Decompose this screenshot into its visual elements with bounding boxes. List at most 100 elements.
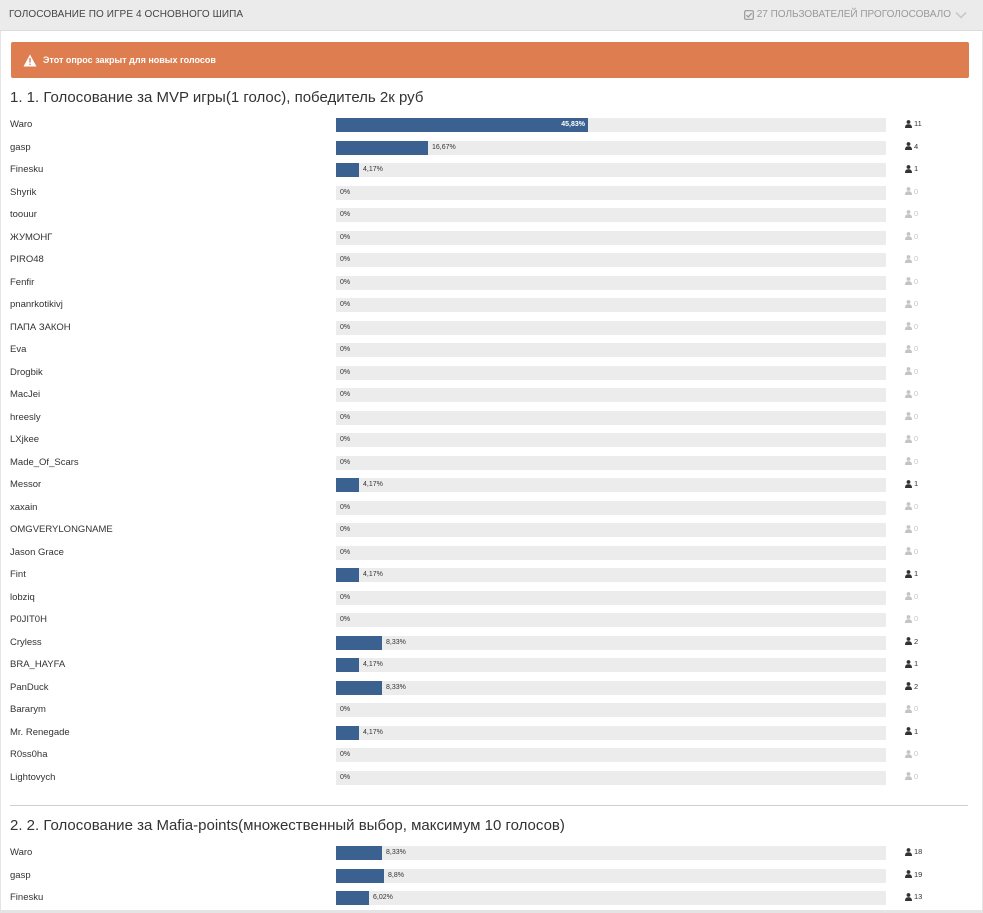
poll-option-row: Waro 8,33% 18 [0, 845, 983, 861]
option-votes[interactable]: 0 [905, 547, 918, 556]
option-votes[interactable]: 0 [905, 344, 918, 353]
option-bar-fill [336, 635, 382, 650]
option-votes[interactable]: 0 [905, 389, 918, 398]
check-square-icon [743, 9, 754, 20]
option-percent: 0% [340, 503, 351, 511]
option-percent: 0% [340, 616, 351, 623]
votes-count: 1 [914, 726, 919, 736]
option-bar-fill [336, 868, 384, 883]
option-bar-track: 4,17% [336, 478, 886, 492]
bottom-border [0, 910, 983, 913]
option-bar-fill [336, 478, 359, 492]
votes-count: 1 [914, 164, 919, 173]
option-name: xaxain [10, 501, 38, 513]
option-votes[interactable]: 4 [905, 142, 918, 151]
option-votes[interactable]: 1 [905, 164, 918, 173]
option-bar-track: 0% [336, 590, 886, 605]
option-votes[interactable]: 0 [905, 614, 918, 623]
votes-count: 0 [914, 591, 919, 601]
option-votes[interactable]: 0 [905, 412, 918, 421]
option-votes[interactable]: 1 [905, 479, 918, 488]
poll-option-row: PIRO48 0% 0 [0, 252, 983, 268]
option-votes[interactable]: 1 [905, 659, 918, 668]
user-icon [905, 434, 912, 443]
votes-count: 0 [914, 411, 919, 421]
option-votes[interactable]: 0 [905, 232, 918, 241]
poll-closed-alert: Этот опрос закрыт для новых голосов [11, 42, 969, 78]
poll-voters-toggle[interactable]: 27 ПОЛЬЗОВАТЕЛЕЙ ПРОГОЛОСОВАЛО [743, 9, 967, 20]
votes-count: 0 [914, 434, 919, 443]
option-percent: 0% [340, 413, 351, 421]
option-name: gasp [10, 869, 31, 881]
option-percent: 0% [340, 346, 351, 353]
poll-option-row: MacJei 0% 0 [0, 387, 983, 403]
option-bar-fill [336, 568, 359, 582]
option-votes[interactable]: 0 [905, 457, 918, 466]
user-icon [905, 682, 912, 690]
option-bar-track: 0% [336, 230, 886, 245]
user-icon [905, 187, 912, 195]
user-icon [905, 892, 912, 901]
option-percent: 8,33% [386, 683, 406, 691]
user-icon [905, 592, 912, 600]
option-name: OMGVERYLONGNAME [10, 524, 113, 535]
option-votes[interactable]: 0 [905, 277, 918, 286]
option-votes[interactable]: 1 [905, 569, 918, 578]
option-name: Jason Grace [10, 546, 64, 558]
option-bar-fill [336, 680, 382, 695]
poll-option-row: Fenfir 0% 0 [0, 275, 983, 291]
user-icon [905, 164, 912, 173]
option-votes[interactable]: 0 [905, 367, 918, 376]
option-votes[interactable]: 11 [905, 119, 922, 128]
poll-option-row: pnanrkotikivj 0% 0 [0, 297, 983, 313]
option-votes[interactable]: 0 [905, 434, 918, 443]
option-bar-fill [336, 118, 588, 132]
poll-option-row: Eva 0% 0 [0, 342, 983, 358]
option-name: gasp [10, 141, 31, 153]
option-votes[interactable]: 0 [905, 322, 918, 331]
option-name: ЖУМОНГ [10, 231, 53, 243]
option-name: Fint [10, 569, 26, 580]
option-bar-fill [336, 140, 428, 155]
option-name: Eva [10, 344, 27, 355]
option-votes[interactable]: 0 [905, 704, 918, 713]
option-votes[interactable]: 2 [905, 637, 918, 646]
option-percent: 0% [340, 301, 351, 308]
votes-count: 0 [914, 254, 919, 263]
user-icon [905, 119, 912, 128]
option-votes[interactable]: 0 [905, 209, 918, 218]
option-votes[interactable]: 2 [905, 682, 918, 691]
votes-count: 1 [914, 659, 919, 668]
option-votes[interactable]: 0 [905, 254, 918, 263]
option-name: toouur [10, 209, 37, 220]
user-icon [905, 457, 912, 465]
option-votes[interactable]: 0 [905, 592, 918, 601]
option-bar-track: 4,17% [336, 568, 886, 582]
option-votes[interactable]: 0 [905, 502, 918, 511]
option-name: Cryless [10, 636, 42, 648]
option-votes[interactable]: 0 [905, 524, 918, 533]
option-votes[interactable]: 0 [905, 299, 918, 308]
option-votes[interactable]: 1 [905, 727, 918, 736]
option-votes[interactable]: 13 [905, 892, 922, 901]
option-votes[interactable]: 0 [905, 749, 918, 758]
option-votes[interactable]: 0 [905, 187, 918, 196]
option-bar-track: 0% [336, 433, 886, 447]
option-percent: 0% [340, 233, 351, 241]
option-votes[interactable]: 19 [905, 870, 922, 879]
user-icon [905, 344, 912, 353]
user-icon [905, 614, 912, 623]
option-bar-track: 0% [336, 343, 886, 357]
option-bar-track: 0% [336, 703, 886, 717]
option-votes[interactable]: 18 [905, 847, 922, 856]
option-bar-track: 0% [336, 253, 886, 267]
option-name: BRA_HAYFA [10, 659, 66, 670]
option-votes[interactable]: 0 [905, 772, 918, 781]
option-name: Waro [10, 119, 33, 130]
poll-option-row: Made_Of_Scars 0% 0 [0, 455, 983, 471]
poll-option-row: toouur 0% 0 [0, 207, 983, 223]
poll-option-row: P0JIT0H 0% 0 [0, 612, 983, 628]
option-bar-track: 8,33% [336, 635, 886, 650]
option-percent: 0% [340, 188, 351, 196]
chevron-down-icon[interactable] [955, 10, 967, 20]
